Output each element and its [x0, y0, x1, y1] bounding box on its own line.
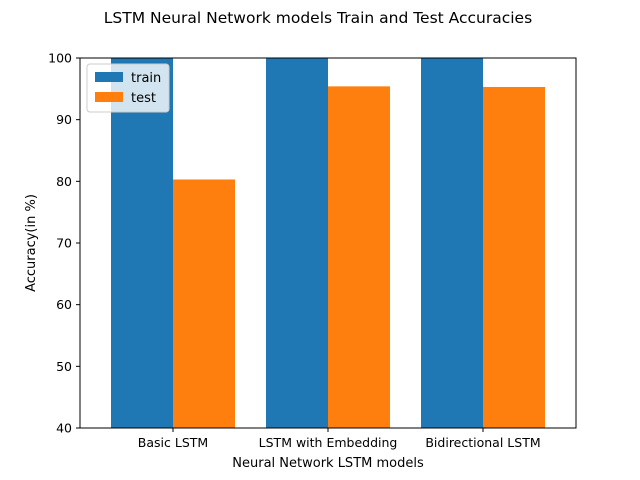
- legend-label-test: test: [131, 91, 156, 106]
- y-tick-label: 40: [56, 421, 72, 436]
- legend-swatch-train: [95, 72, 123, 82]
- y-tick-label: 100: [48, 51, 72, 66]
- bar-train-bidirectional-lstm: [421, 58, 483, 428]
- x-tick-label: LSTM with Embedding: [259, 435, 398, 450]
- y-tick-label: 90: [56, 112, 72, 127]
- x-tick-label: Basic LSTM: [138, 435, 208, 450]
- bar-test-basic-lstm: [173, 179, 235, 428]
- bars-group: [111, 58, 545, 429]
- bar-test-lstm-with-embedding: [328, 86, 390, 429]
- y-axis: 40 50 60 70 80 90 100: [48, 51, 80, 436]
- bar-test-bidirectional-lstm: [483, 86, 545, 428]
- legend-label-train: train: [131, 71, 161, 86]
- x-axis: Basic LSTM LSTM with Embedding Bidirection…: [138, 428, 541, 450]
- y-tick-label: 70: [56, 236, 72, 251]
- x-tick-label: Bidirectional LSTM: [425, 435, 540, 450]
- bar-train-lstm-with-embedding: [266, 58, 328, 428]
- bar-train-basic-lstm: [111, 58, 173, 428]
- chart-title: LSTM Neural Network models Train and Tes…: [104, 9, 532, 27]
- x-axis-label: Neural Network LSTM models: [232, 456, 424, 471]
- legend-swatch-test: [95, 92, 123, 102]
- legend: train test: [86, 63, 170, 113]
- y-tick-label: 50: [56, 359, 72, 374]
- y-tick-label: 60: [56, 297, 72, 312]
- y-axis-label: Accuracy(in %): [24, 194, 39, 292]
- y-tick-label: 80: [56, 174, 72, 189]
